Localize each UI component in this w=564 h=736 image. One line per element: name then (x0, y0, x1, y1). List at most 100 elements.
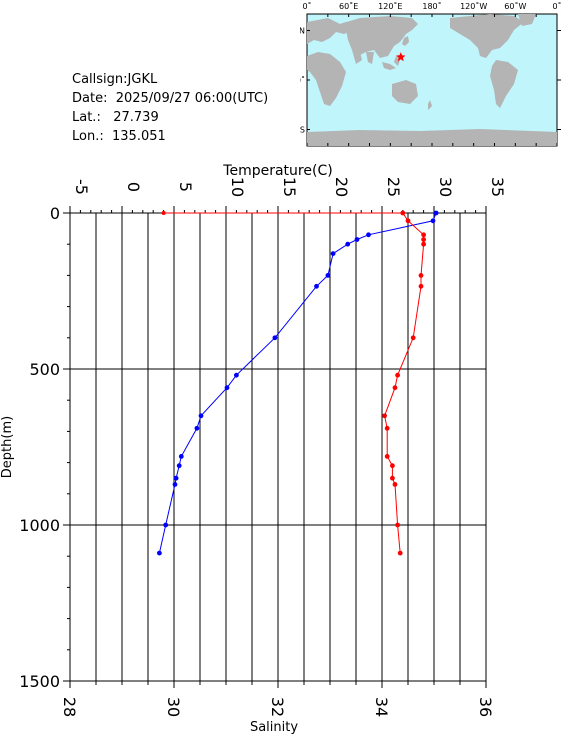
temperature-point (366, 232, 371, 238)
lon-value: 135.051 (112, 129, 166, 144)
map-lat-tick-labels: 60˚N 0˚ 60˚S (300, 26, 305, 135)
salinity-point (395, 372, 400, 378)
map-land-shape (307, 129, 557, 146)
temperature-point (354, 237, 360, 242)
map-land-shape (490, 60, 518, 108)
temperature-tick-label: 10 (228, 177, 247, 197)
depth-tick-label: 1000 (19, 516, 60, 535)
map-lon-label: 60˚E (339, 1, 358, 11)
salinity-point (382, 413, 387, 419)
temperature-point (433, 210, 439, 216)
salinity-tick-labels: 28 30 32 34 36 (60, 697, 495, 717)
temperature-point (172, 482, 178, 487)
lon-line: Lon.: 135.051 (72, 129, 166, 144)
temperature-point (330, 251, 336, 256)
salinity-point (418, 273, 424, 278)
temperature-tick-label: 25 (384, 177, 403, 197)
salinity-point (384, 425, 390, 431)
temperature-point (345, 241, 351, 247)
salinity-tick-label: 36 (476, 697, 495, 717)
date-line: Date: 2025/09/27 06:00(UTC) (72, 91, 269, 106)
temperature-tick-label: 5 (176, 182, 195, 192)
map-lon-label: 0˚ (552, 1, 561, 11)
map-land-shape (402, 36, 409, 46)
temperature-point (157, 550, 162, 556)
salinity-tick-label: 34 (372, 697, 391, 717)
temperature-point (163, 522, 169, 528)
temperature-tick-label: 30 (436, 177, 455, 197)
temperature-point (272, 335, 278, 341)
salinity-tick-label: 30 (164, 697, 183, 717)
salinity-profile-line (384, 212, 425, 554)
depth-tick-label: 0 (50, 204, 60, 223)
salinity-axis-title: Salinity (250, 720, 298, 735)
map-land-shape (382, 62, 396, 70)
map-lon-label: 0˚ (302, 1, 311, 11)
depth-tick-labels: 0 500 1000 1500 (19, 204, 60, 691)
location-map: 0˚ 60˚E 120˚E 180˚ 120˚W 60˚W 0˚ 60˚N 0˚ 60˚S (300, 1, 562, 147)
salinity-point (405, 218, 411, 224)
temperature-point (325, 273, 331, 278)
temperature-axis-title: Temperature(C) (222, 163, 332, 179)
map-frame-ticks (306, 14, 561, 146)
temperature-tick-label: -5 (72, 179, 91, 195)
lat-value: 27.739 (113, 110, 159, 125)
map-lon-label: 120˚W (460, 1, 487, 11)
map-land-shape (518, 14, 536, 26)
temperature-tick-label: 15 (280, 177, 299, 197)
map-lon-tick-labels: 0˚ 60˚E 120˚E 180˚ 120˚W 60˚W 0˚ (302, 1, 561, 11)
salinity-point (397, 550, 403, 556)
temperature-point (194, 425, 200, 431)
salinity-point (421, 241, 426, 247)
temperature-point (198, 413, 204, 419)
callsign-line: Callsign:JGKL (72, 72, 158, 87)
salinity-point (410, 335, 416, 341)
callsign-value: JGKL (127, 72, 158, 87)
salinity-point (421, 237, 426, 242)
temperature-tick-label: 0 (124, 182, 143, 192)
chart-grid (70, 213, 486, 681)
map-land-shape (366, 52, 374, 64)
temperature-profile-line (158, 212, 437, 554)
salinity-point (161, 211, 166, 215)
station-info: Callsign:JGKL Date: 2025/09/27 06:00(UTC… (72, 70, 268, 146)
axis-ticks (63, 206, 487, 688)
salinity-point (395, 522, 400, 528)
salinity-point (390, 463, 395, 469)
map-lon-label: 60˚W (504, 1, 526, 11)
date-value: 2025/09/27 06:00(UTC) (115, 91, 269, 106)
salinity-point (400, 210, 406, 216)
map-lon-label: 180˚ (422, 1, 441, 11)
temperature-point (314, 283, 319, 289)
temperature-point (178, 454, 184, 459)
map-lon-label: 120˚E (378, 1, 402, 11)
depth-tick-label: 500 (29, 360, 60, 379)
map-land-shape (394, 56, 400, 66)
salinity-point (392, 385, 398, 391)
salinity-tick-label: 28 (60, 697, 79, 717)
salinity-point (390, 475, 395, 481)
temperature-tick-label: 35 (488, 177, 507, 197)
temperature-point (234, 372, 239, 378)
temperature-point (173, 475, 179, 481)
map-land-shape (352, 50, 362, 64)
map-land (307, 14, 557, 146)
temperature-point (176, 463, 182, 469)
salinity-point (392, 482, 398, 487)
salinity-point (418, 283, 424, 289)
temperature-point (224, 385, 230, 391)
profile-series (157, 210, 439, 556)
depth-tick-label: 1500 (19, 672, 60, 691)
map-land-shape (450, 14, 524, 58)
salinity-tick-label: 32 (268, 697, 287, 717)
map-land-shape (340, 16, 418, 58)
map-land-shape (392, 80, 418, 104)
map-lat-label: 0˚ (300, 75, 305, 85)
station-marker-icon (396, 52, 406, 62)
map-land-shape (428, 100, 432, 110)
lat-line: Lat.: 27.739 (72, 110, 159, 125)
map-lat-label: 60˚N (300, 26, 305, 36)
map-land-shape (307, 52, 346, 106)
salinity-point (421, 232, 426, 238)
